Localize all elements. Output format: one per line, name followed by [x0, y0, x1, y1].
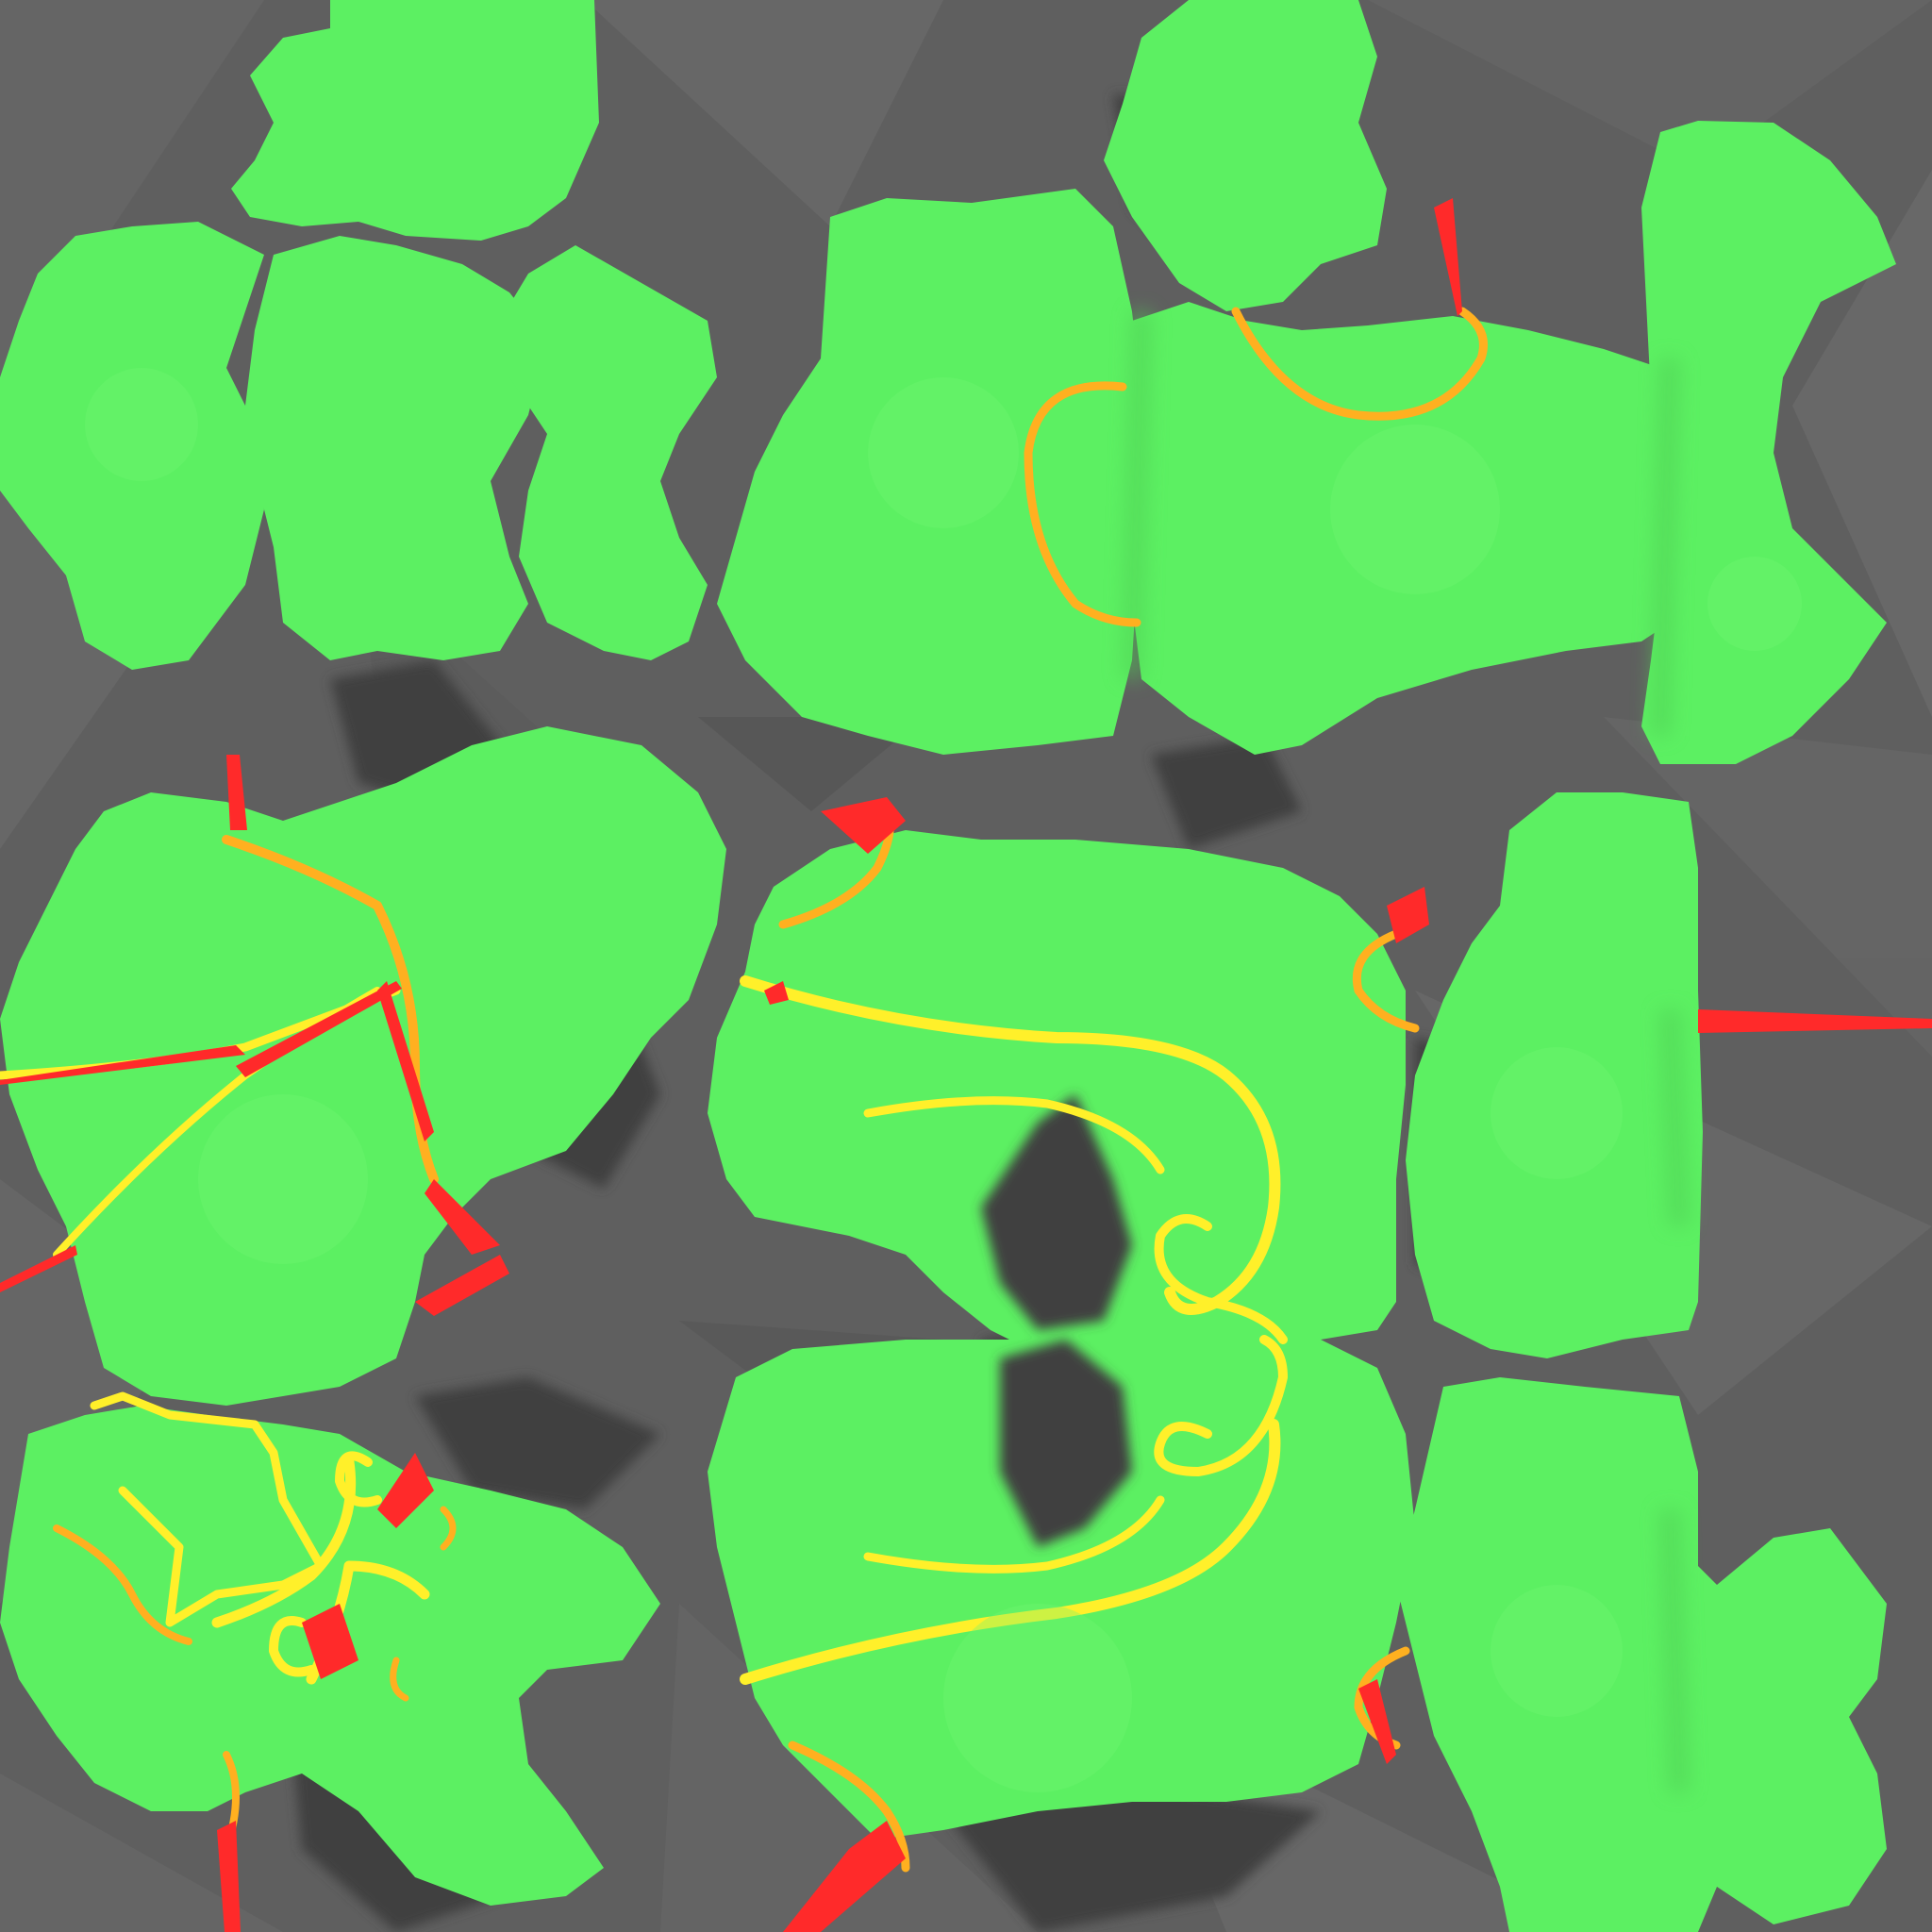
stroke-center-curl-bottom	[1154, 1335, 1288, 1476]
stroke-center-swirl-top	[740, 975, 1281, 1315]
stroke-center-bottom-hook	[788, 1740, 910, 1873]
patch-center-lower	[708, 1340, 1415, 1840]
red-streaks	[0, 198, 1932, 1932]
stroke-center-swirl-inner-bottom	[863, 1495, 1165, 1574]
patch-speckles	[85, 368, 1802, 1792]
patch-right-upper	[1406, 792, 1703, 1358]
patch-center	[708, 830, 1406, 1368]
patch-top-small	[231, 0, 599, 241]
stroke-bottom-left-frame	[90, 1391, 325, 1627]
center-dark-blotches	[981, 1094, 1132, 1547]
patch-left-2	[245, 236, 547, 660]
patch-top-right-wide	[1127, 302, 1670, 755]
stroke-top-loop	[1231, 307, 1488, 421]
patch-left-1	[0, 222, 264, 670]
stroke-bottom-left-tendril	[390, 1506, 457, 1702]
patch-top-middle	[717, 189, 1141, 755]
stroke-bottom-left-curl	[269, 1451, 382, 1677]
patch-right-crescent	[1641, 121, 1896, 764]
patch-left-3	[500, 245, 717, 660]
stroke-center-curl-top	[1154, 1214, 1288, 1344]
stroke-left-arc	[1024, 381, 1141, 627]
stroke-right-curve-top	[1352, 929, 1420, 1033]
patch-middle-left	[0, 726, 726, 1406]
patch-right-lower	[1396, 1377, 1887, 1932]
patch-top-right-small	[1104, 0, 1387, 311]
soft-seams	[1122, 310, 1690, 1793]
stroke-center-swirl-bottom	[740, 1419, 1281, 1685]
stroke-center-swirl-inner	[863, 1096, 1165, 1174]
